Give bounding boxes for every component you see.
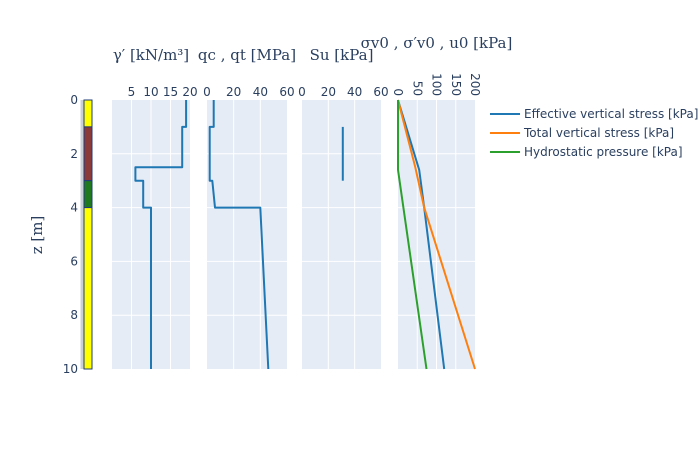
y-tick-label: 6 <box>70 254 78 268</box>
y-tick-label: 8 <box>70 308 78 322</box>
x-tick-label: 50 <box>410 81 424 96</box>
x-tick-label: 40 <box>253 85 268 99</box>
series-line-3-0 <box>397 99 446 370</box>
x-tick-label: 200 <box>468 73 482 96</box>
x-tick-label: 60 <box>373 85 388 99</box>
legend-label: Total vertical stress [kPa] <box>523 126 674 140</box>
x-tick-label: 60 <box>279 85 294 99</box>
x-tick-label: 10 <box>143 85 158 99</box>
y-tick-label: 10 <box>63 362 78 376</box>
x-tick-label: 100 <box>430 73 444 96</box>
x-tick-label: 20 <box>321 85 336 99</box>
series-line-0-0 <box>134 100 188 369</box>
legend-item: Hydrostatic pressure [kPa] <box>490 145 683 159</box>
panel-title: Su [kPa] <box>310 46 374 64</box>
x-tick-label: 0 <box>203 85 211 99</box>
x-tick-label: 0 <box>391 88 405 96</box>
x-tick-label: 20 <box>226 85 241 99</box>
x-tick-label: 40 <box>347 85 362 99</box>
x-tick-label: 5 <box>128 85 136 99</box>
stratum-1 <box>83 126 93 182</box>
legend-item: Effective vertical stress [kPa] <box>490 107 698 121</box>
panel-title: qc , qt [MPa] <box>198 46 296 64</box>
y-tick-label: 2 <box>70 147 78 161</box>
legend-item: Total vertical stress [kPa] <box>490 126 674 140</box>
legend-label: Hydrostatic pressure [kPa] <box>524 145 683 159</box>
panel-1: 0 20 40 60 qc , qt [MPa] <box>198 46 296 370</box>
stratum-3 <box>83 207 93 370</box>
series-line-3-1 <box>397 99 476 370</box>
y-axis-label: z [m] <box>28 216 46 255</box>
panel-background <box>207 100 287 369</box>
series-line-3-2 <box>397 100 428 370</box>
x-tick-label: 20 <box>182 85 197 99</box>
panel-title: σv0 , σ′v0 , u0 [kPa] <box>361 34 513 52</box>
stratum-0 <box>83 99 93 128</box>
y-tick-label: 4 <box>70 201 78 215</box>
stratum-2 <box>83 180 93 209</box>
x-tick-label: 150 <box>449 73 463 96</box>
panel-0: 5 10 15 20 γ′ [kN/m³] <box>112 46 198 369</box>
y-tick-label: 0 <box>70 93 78 107</box>
legend-label: Effective vertical stress [kPa] <box>524 107 698 121</box>
x-tick-label: 0 <box>298 85 306 99</box>
panel-2: 0 20 40 60 Su [kPa] <box>298 46 389 369</box>
panel-background <box>302 100 381 369</box>
x-tick-label: 15 <box>163 85 178 99</box>
series-line-1-0 <box>208 100 270 370</box>
panel-3: 0 50 100 150 200 σv0 , σ′v0 , u0 [kPa] <box>361 34 513 370</box>
panel-title: γ′ [kN/m³] <box>113 46 189 64</box>
